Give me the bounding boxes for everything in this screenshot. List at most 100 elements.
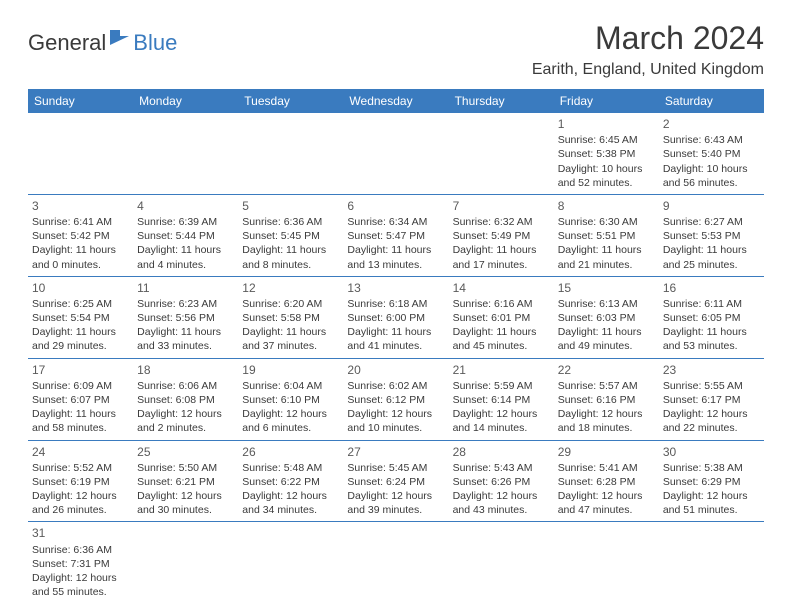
sunrise-text: Sunrise: 6:41 AM xyxy=(32,215,129,229)
sunset-text: Sunset: 5:40 PM xyxy=(663,147,760,161)
day-number: 14 xyxy=(453,280,550,296)
calendar-cell: 26Sunrise: 5:48 AMSunset: 6:22 PMDayligh… xyxy=(238,440,343,522)
day-number: 29 xyxy=(558,444,655,460)
sunrise-text: Sunrise: 6:13 AM xyxy=(558,297,655,311)
day-header: Tuesday xyxy=(238,89,343,113)
calendar-cell: 24Sunrise: 5:52 AMSunset: 6:19 PMDayligh… xyxy=(28,440,133,522)
sunrise-text: Sunrise: 6:34 AM xyxy=(347,215,444,229)
calendar-cell: 30Sunrise: 5:38 AMSunset: 6:29 PMDayligh… xyxy=(659,440,764,522)
sunset-text: Sunset: 6:07 PM xyxy=(32,393,129,407)
daylight-text: Daylight: 11 hours and 25 minutes. xyxy=(663,243,760,271)
daylight-text: Daylight: 12 hours and 34 minutes. xyxy=(242,489,339,517)
header: General Blue March 2024 Earith, England,… xyxy=(28,20,764,79)
daylight-text: Daylight: 12 hours and 2 minutes. xyxy=(137,407,234,435)
day-number: 11 xyxy=(137,280,234,296)
day-number: 12 xyxy=(242,280,339,296)
day-number: 18 xyxy=(137,362,234,378)
sunrise-text: Sunrise: 6:09 AM xyxy=(32,379,129,393)
sunrise-text: Sunrise: 6:45 AM xyxy=(558,133,655,147)
calendar-cell: 23Sunrise: 5:55 AMSunset: 6:17 PMDayligh… xyxy=(659,358,764,440)
daylight-text: Daylight: 12 hours and 6 minutes. xyxy=(242,407,339,435)
day-number: 16 xyxy=(663,280,760,296)
daylight-text: Daylight: 11 hours and 53 minutes. xyxy=(663,325,760,353)
sunset-text: Sunset: 6:05 PM xyxy=(663,311,760,325)
calendar-cell: 18Sunrise: 6:06 AMSunset: 6:08 PMDayligh… xyxy=(133,358,238,440)
calendar-cell: 4Sunrise: 6:39 AMSunset: 5:44 PMDaylight… xyxy=(133,194,238,276)
sunset-text: Sunset: 5:38 PM xyxy=(558,147,655,161)
sunrise-text: Sunrise: 6:18 AM xyxy=(347,297,444,311)
daylight-text: Daylight: 12 hours and 47 minutes. xyxy=(558,489,655,517)
daylight-text: Daylight: 11 hours and 49 minutes. xyxy=(558,325,655,353)
day-header: Monday xyxy=(133,89,238,113)
calendar-cell xyxy=(449,522,554,603)
sunset-text: Sunset: 6:08 PM xyxy=(137,393,234,407)
calendar-cell: 22Sunrise: 5:57 AMSunset: 6:16 PMDayligh… xyxy=(554,358,659,440)
sunset-text: Sunset: 6:12 PM xyxy=(347,393,444,407)
calendar-row: 3Sunrise: 6:41 AMSunset: 5:42 PMDaylight… xyxy=(28,194,764,276)
day-number: 5 xyxy=(242,198,339,214)
daylight-text: Daylight: 10 hours and 56 minutes. xyxy=(663,162,760,190)
day-number: 1 xyxy=(558,116,655,132)
day-number: 23 xyxy=(663,362,760,378)
sunrise-text: Sunrise: 6:36 AM xyxy=(32,543,129,557)
sunset-text: Sunset: 5:42 PM xyxy=(32,229,129,243)
sunset-text: Sunset: 6:16 PM xyxy=(558,393,655,407)
calendar-cell: 16Sunrise: 6:11 AMSunset: 6:05 PMDayligh… xyxy=(659,276,764,358)
day-header: Friday xyxy=(554,89,659,113)
calendar-row: 17Sunrise: 6:09 AMSunset: 6:07 PMDayligh… xyxy=(28,358,764,440)
calendar-cell: 12Sunrise: 6:20 AMSunset: 5:58 PMDayligh… xyxy=(238,276,343,358)
calendar-cell xyxy=(554,522,659,603)
sunset-text: Sunset: 5:51 PM xyxy=(558,229,655,243)
day-number: 19 xyxy=(242,362,339,378)
day-number: 9 xyxy=(663,198,760,214)
sunrise-text: Sunrise: 6:06 AM xyxy=(137,379,234,393)
calendar-cell xyxy=(238,522,343,603)
day-number: 7 xyxy=(453,198,550,214)
sunset-text: Sunset: 6:14 PM xyxy=(453,393,550,407)
day-number: 4 xyxy=(137,198,234,214)
calendar-row: 10Sunrise: 6:25 AMSunset: 5:54 PMDayligh… xyxy=(28,276,764,358)
sunrise-text: Sunrise: 6:36 AM xyxy=(242,215,339,229)
day-header: Wednesday xyxy=(343,89,448,113)
calendar-cell: 29Sunrise: 5:41 AMSunset: 6:28 PMDayligh… xyxy=(554,440,659,522)
daylight-text: Daylight: 12 hours and 18 minutes. xyxy=(558,407,655,435)
daylight-text: Daylight: 11 hours and 13 minutes. xyxy=(347,243,444,271)
day-number: 22 xyxy=(558,362,655,378)
day-number: 10 xyxy=(32,280,129,296)
day-number: 26 xyxy=(242,444,339,460)
calendar-cell: 10Sunrise: 6:25 AMSunset: 5:54 PMDayligh… xyxy=(28,276,133,358)
day-number: 3 xyxy=(32,198,129,214)
logo: General Blue xyxy=(28,28,177,58)
day-number: 31 xyxy=(32,525,129,541)
calendar-cell: 8Sunrise: 6:30 AMSunset: 5:51 PMDaylight… xyxy=(554,194,659,276)
day-header: Thursday xyxy=(449,89,554,113)
sunset-text: Sunset: 5:53 PM xyxy=(663,229,760,243)
calendar-row: 24Sunrise: 5:52 AMSunset: 6:19 PMDayligh… xyxy=(28,440,764,522)
calendar-cell xyxy=(238,113,343,194)
sunrise-text: Sunrise: 5:41 AM xyxy=(558,461,655,475)
daylight-text: Daylight: 12 hours and 39 minutes. xyxy=(347,489,444,517)
calendar-cell: 27Sunrise: 5:45 AMSunset: 6:24 PMDayligh… xyxy=(343,440,448,522)
calendar-cell xyxy=(133,522,238,603)
sunrise-text: Sunrise: 5:45 AM xyxy=(347,461,444,475)
sunset-text: Sunset: 5:45 PM xyxy=(242,229,339,243)
calendar-row: 31Sunrise: 6:36 AMSunset: 7:31 PMDayligh… xyxy=(28,522,764,603)
daylight-text: Daylight: 11 hours and 0 minutes. xyxy=(32,243,129,271)
day-number: 8 xyxy=(558,198,655,214)
calendar-cell xyxy=(133,113,238,194)
sunrise-text: Sunrise: 6:43 AM xyxy=(663,133,760,147)
logo-text-general: General xyxy=(28,30,106,56)
calendar-cell: 21Sunrise: 5:59 AMSunset: 6:14 PMDayligh… xyxy=(449,358,554,440)
sunrise-text: Sunrise: 6:27 AM xyxy=(663,215,760,229)
day-number: 2 xyxy=(663,116,760,132)
calendar-cell: 15Sunrise: 6:13 AMSunset: 6:03 PMDayligh… xyxy=(554,276,659,358)
calendar-cell: 7Sunrise: 6:32 AMSunset: 5:49 PMDaylight… xyxy=(449,194,554,276)
sunrise-text: Sunrise: 6:32 AM xyxy=(453,215,550,229)
day-header: Sunday xyxy=(28,89,133,113)
calendar-cell: 5Sunrise: 6:36 AMSunset: 5:45 PMDaylight… xyxy=(238,194,343,276)
sunset-text: Sunset: 6:03 PM xyxy=(558,311,655,325)
calendar-cell: 13Sunrise: 6:18 AMSunset: 6:00 PMDayligh… xyxy=(343,276,448,358)
calendar-cell: 19Sunrise: 6:04 AMSunset: 6:10 PMDayligh… xyxy=(238,358,343,440)
sunset-text: Sunset: 6:29 PM xyxy=(663,475,760,489)
day-number: 30 xyxy=(663,444,760,460)
